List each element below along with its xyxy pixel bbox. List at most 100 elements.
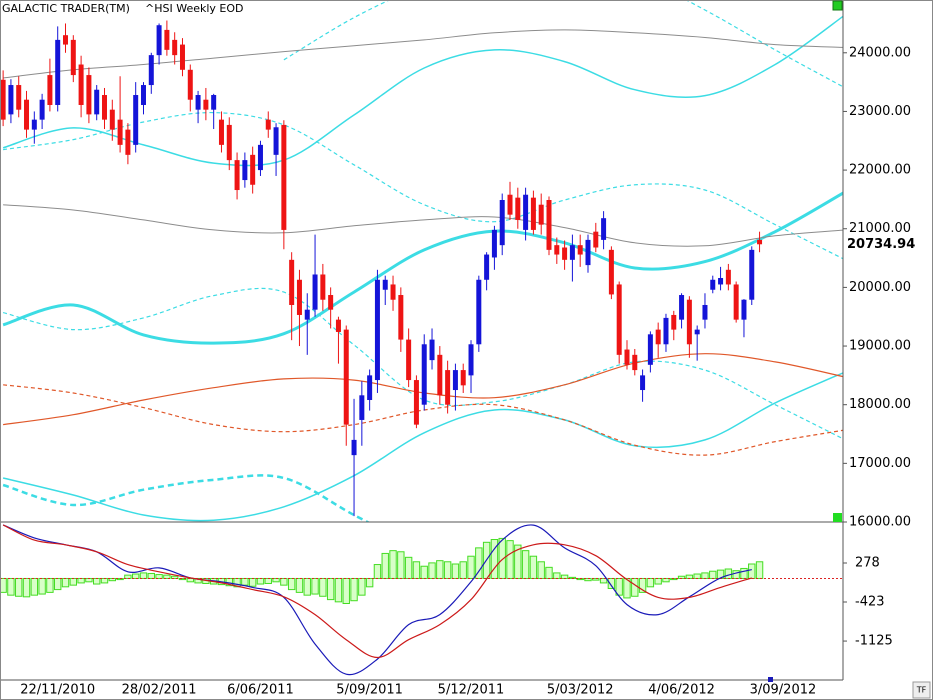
candle-body: [47, 75, 53, 105]
histogram-bar: [615, 577, 623, 596]
candle-body: [686, 299, 692, 345]
histogram-bar: [755, 561, 764, 579]
y-tick-label: 22000.00: [849, 163, 911, 178]
candle-body: [437, 354, 443, 396]
histogram-bar: [420, 565, 428, 579]
candle-body: [530, 197, 536, 230]
histogram-bar: [693, 573, 701, 579]
histogram-bar: [342, 577, 350, 605]
candle-body: [172, 39, 178, 56]
histogram-bar: [155, 574, 163, 579]
candle-body: [702, 304, 708, 320]
histogram-bar: [311, 577, 319, 595]
candle-body: [0, 79, 6, 120]
histogram-bar: [592, 577, 600, 581]
candle-body: [343, 329, 349, 425]
candle-body: [429, 339, 435, 361]
candle-body: [226, 124, 232, 161]
histogram-bar: [506, 540, 514, 579]
x-tick-label: 5/12/2011: [438, 683, 505, 698]
histogram-bar: [358, 577, 366, 596]
histogram-bar: [15, 577, 23, 597]
histogram-bar: [163, 574, 171, 579]
histogram-bar: [0, 577, 7, 593]
histogram-bar: [537, 561, 545, 579]
candle-body: [499, 200, 505, 246]
histogram-bar: [256, 577, 265, 585]
candle-body: [367, 375, 373, 401]
histogram-bar: [30, 577, 39, 596]
header-symbol: ^HSI Weekly EOD: [145, 2, 244, 15]
histogram-bar: [545, 566, 553, 579]
candle-body: [289, 259, 295, 305]
histogram-bar: [241, 577, 249, 586]
histogram-bar: [623, 577, 631, 599]
candle-body: [671, 314, 677, 330]
y-tick-label: 16000.00: [849, 515, 911, 530]
histogram-bar: [178, 577, 187, 581]
histogram-bar: [326, 577, 335, 601]
cycle-line: [3, 29, 843, 79]
candle-body: [593, 231, 599, 248]
candle-body: [211, 95, 217, 110]
tf-label[interactable]: TF: [916, 686, 927, 695]
histogram-bar: [373, 564, 382, 579]
candle-body: [749, 249, 755, 300]
candle-body: [179, 44, 185, 70]
candle-body: [569, 245, 575, 260]
y-tick-label: 278: [855, 556, 880, 571]
candle-body: [757, 239, 763, 245]
histogram-bar: [654, 577, 662, 585]
candle-body: [554, 245, 560, 255]
candle-body: [24, 99, 30, 130]
candle-body: [538, 204, 544, 225]
tf-button[interactable]: [912, 681, 931, 699]
histogram-bar: [131, 573, 140, 579]
candle-body: [133, 95, 139, 145]
histogram-bar: [248, 577, 257, 587]
histogram-bar: [61, 577, 70, 588]
histogram-bar: [732, 570, 740, 579]
histogram-bar: [740, 567, 748, 579]
candle-body: [562, 247, 568, 260]
candle-body: [140, 85, 146, 105]
histogram-bar: [303, 577, 311, 596]
axes: 16000.00 17000.00 18000.00 19000.00 20000.00…: [20, 45, 915, 697]
histogram-bar: [287, 577, 296, 591]
y-tick-label: 23000.00: [849, 104, 911, 119]
histogram-bar: [22, 577, 31, 598]
histogram-bar: [280, 577, 288, 586]
histogram-bar: [272, 577, 280, 583]
histogram-bar: [46, 577, 54, 593]
cycle-line: [2, 191, 843, 345]
candle-body: [647, 334, 653, 365]
candle-body: [484, 254, 490, 280]
candle-body: [335, 319, 341, 332]
histogram-bar: [69, 577, 78, 586]
x-tick-label: 28/02/2011: [122, 683, 197, 698]
candle-body: [156, 25, 162, 56]
marker: [833, 513, 842, 522]
x-tick-label: 22/11/2010: [20, 683, 95, 698]
candle-body: [195, 95, 201, 110]
candle-body: [741, 299, 747, 320]
header-title: GALACTIC TRADER(TM): [2, 2, 130, 15]
histogram-bar: [147, 572, 155, 579]
candle-body: [242, 160, 248, 181]
candle-body: [733, 284, 739, 320]
candle-body: [694, 329, 700, 335]
histogram-bar: [389, 550, 397, 579]
candle-body: [663, 317, 669, 345]
cycle-line: [2, 372, 843, 522]
candle-body: [125, 129, 131, 155]
histogram-bar: [186, 577, 194, 583]
candle-body: [608, 249, 614, 295]
histogram-bar: [381, 552, 389, 579]
histogram-bar: [521, 550, 530, 579]
candle-body: [31, 119, 37, 130]
candle-body: [406, 339, 412, 381]
histogram-bar: [397, 551, 405, 579]
candle-body: [117, 119, 123, 145]
histogram-bar: [404, 556, 413, 579]
